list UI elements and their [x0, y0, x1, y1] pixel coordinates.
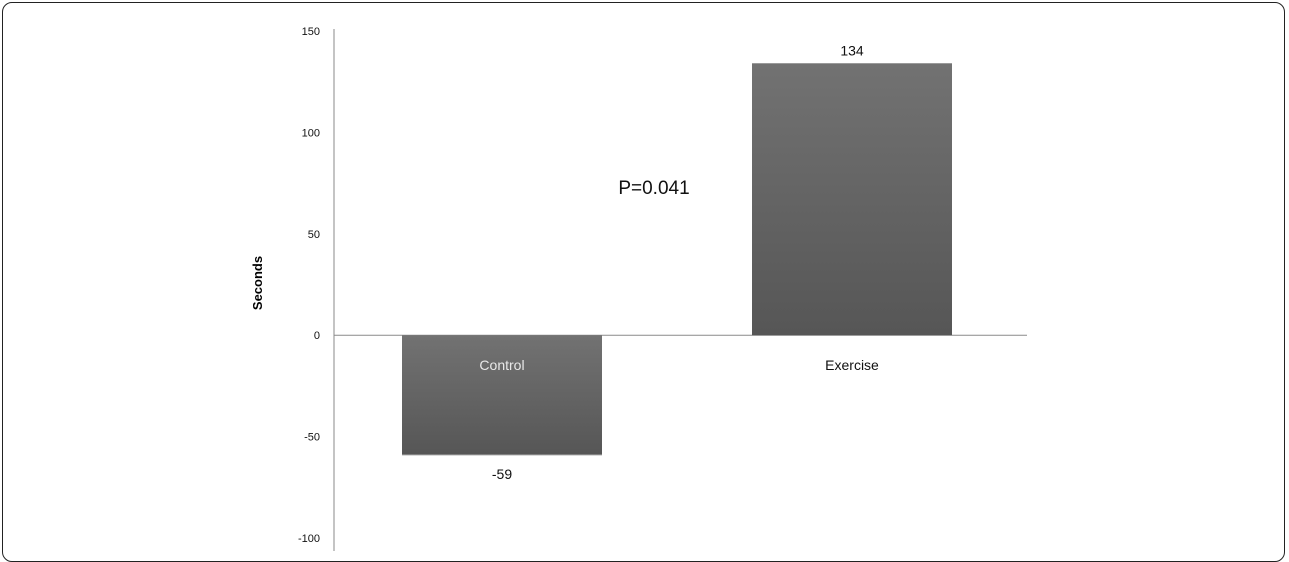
- y-tick-label: 100: [302, 127, 320, 139]
- category-label-control: Control: [479, 357, 524, 373]
- y-axis-title: Seconds: [250, 256, 265, 310]
- bars: [402, 62, 952, 456]
- y-tick-label: -100: [298, 533, 320, 545]
- y-tick-label: 150: [302, 26, 320, 38]
- data-label-exercise: 134: [840, 42, 864, 58]
- y-tick-label: -50: [304, 432, 320, 444]
- y-tick-label: 0: [314, 330, 320, 342]
- labels: -59 Control 134 Exercise: [479, 42, 879, 481]
- category-label-exercise: Exercise: [825, 357, 879, 373]
- p-value-annotation: P=0.041: [618, 178, 689, 199]
- y-axis-ticks: 150 100 50 0 -50 -100: [298, 26, 320, 545]
- data-label-control: -59: [492, 466, 512, 482]
- y-tick-label: 50: [308, 229, 320, 241]
- bar-exercise: [752, 63, 952, 336]
- bar-control: [402, 335, 602, 455]
